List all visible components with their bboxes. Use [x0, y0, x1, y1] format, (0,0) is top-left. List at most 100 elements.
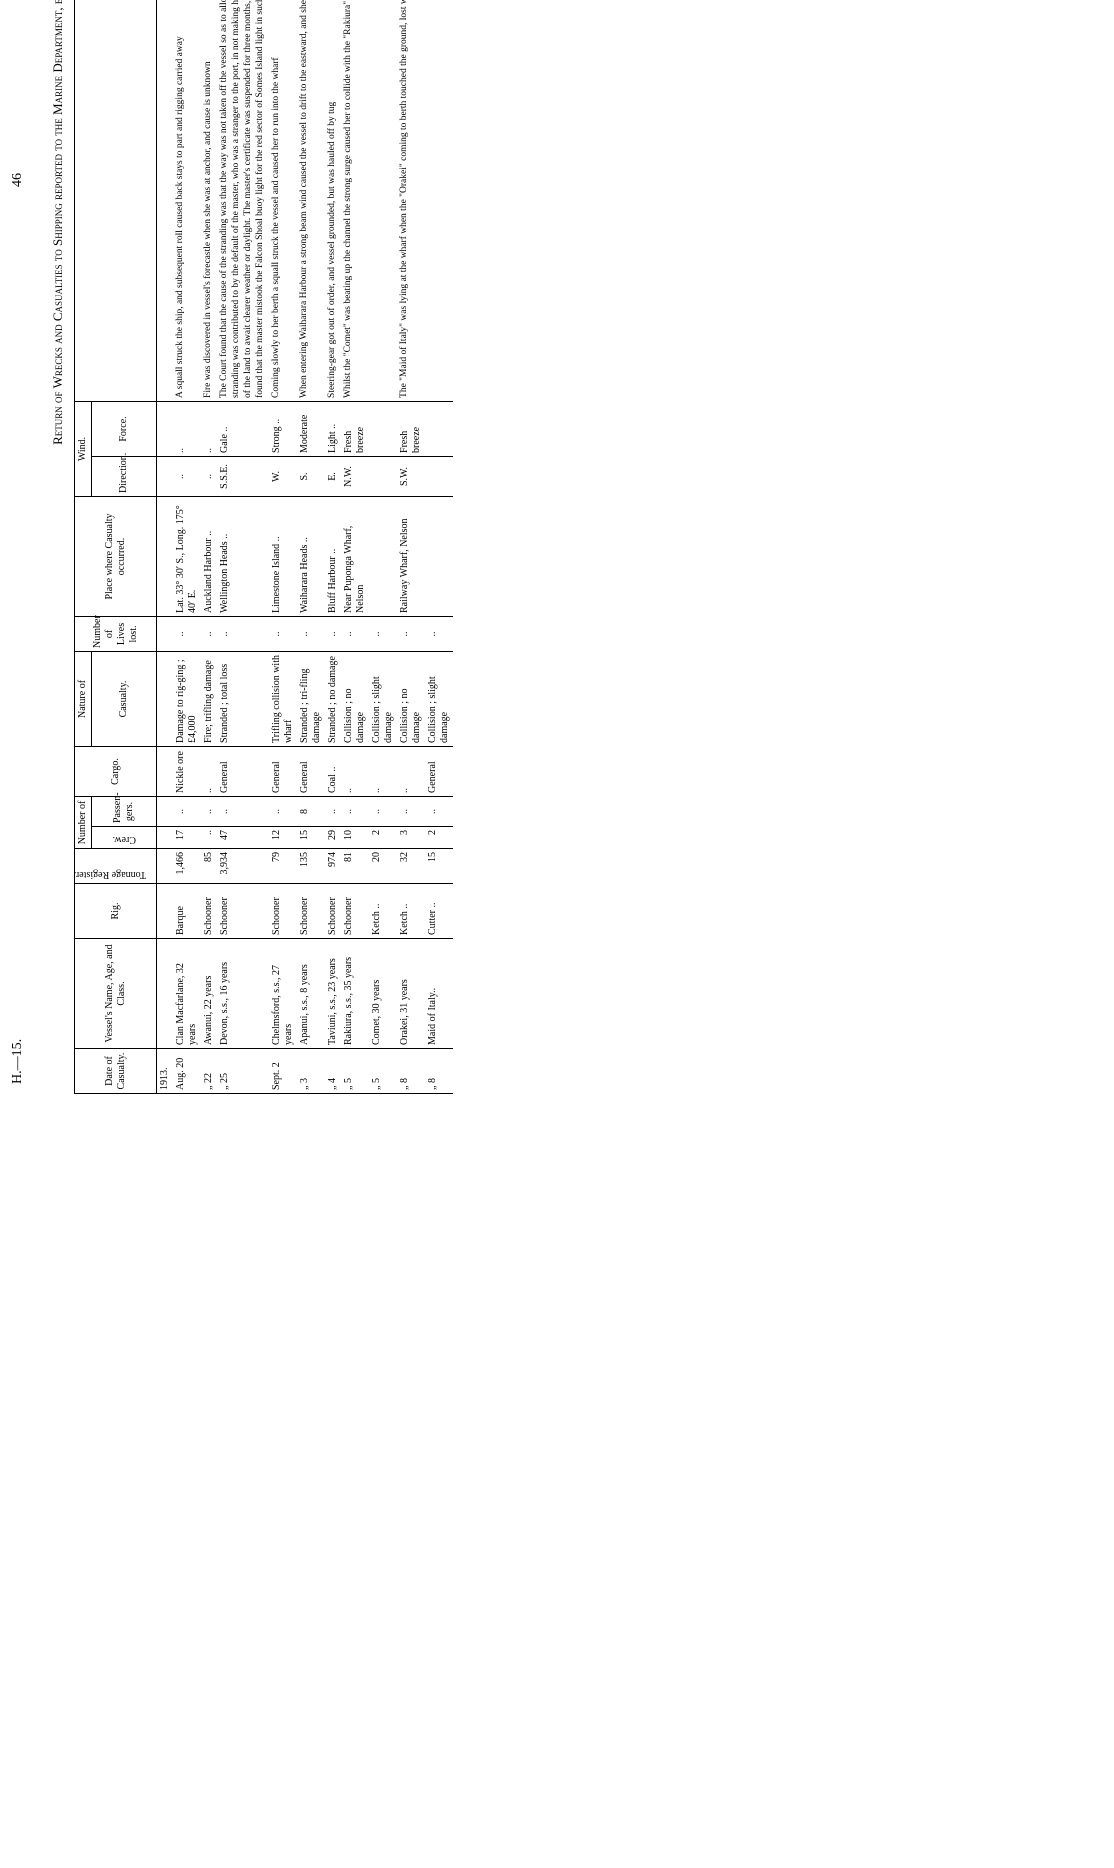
tonnage-cell: 79: [269, 849, 297, 884]
tonnage-cell: 20: [369, 849, 397, 884]
force-cell: Fresh breeze: [341, 401, 397, 456]
crew-cell: 2: [425, 827, 453, 849]
cargo-cell: ..: [397, 746, 425, 796]
col-wind: Wind.: [75, 401, 92, 496]
col-place: Place where Casualty occurred.: [75, 496, 157, 616]
rig-cell: Schooner: [341, 884, 369, 939]
col-nature-of: Nature of: [75, 651, 92, 746]
cargo-cell: ..: [341, 746, 369, 796]
cargo-cell: General: [269, 746, 297, 796]
passengers-cell: ..: [425, 796, 453, 826]
force-cell: ..: [173, 401, 201, 456]
force-cell: Fresh breeze: [397, 401, 453, 456]
tonnage-cell: 81: [341, 849, 369, 884]
col-date: Date of Casualty.: [75, 1049, 157, 1094]
rig-cell: Schooner: [269, 884, 297, 939]
passengers-cell: ..: [341, 796, 369, 826]
vessel-cell: Rakiura, s.s., 35 years: [341, 939, 369, 1049]
vessel-cell: Clan Macfarlane, 32 years: [173, 939, 201, 1049]
passengers-cell: ..: [217, 796, 269, 826]
finding-cell: The "Maid of Italy" was lying at the wha…: [397, 0, 453, 401]
direction-cell: ..: [201, 456, 217, 496]
crew-cell: 29: [325, 827, 341, 849]
rig-cell: Schooner: [201, 884, 217, 939]
direction-cell: ..: [173, 456, 201, 496]
col-force: Force.: [92, 401, 157, 456]
vessel-cell: Orakei, 31 years: [397, 939, 425, 1049]
cargo-cell: ..: [201, 746, 217, 796]
casualty-cell: Collision ; no damage: [341, 651, 369, 746]
table-title: Return of Wrecks and Casualties to Shipp…: [50, 0, 66, 1094]
cargo-cell: ..: [369, 746, 397, 796]
table-row: „ 4Taviuni, s.s., 23 yearsSchooner97429.…: [325, 0, 341, 1094]
crew-cell: 17: [173, 827, 201, 849]
place-cell: Auckland Harbour ..: [201, 496, 217, 616]
casualty-cell: Damage to rig-ging ; £4,000: [173, 651, 201, 746]
table-row: „ 5Rakiura, s.s., 35 yearsSchooner8110..…: [341, 0, 369, 1094]
date-cell: Sept. 2: [269, 1049, 297, 1094]
rig-cell: Ketch ..: [397, 884, 425, 939]
col-cargo: Cargo.: [75, 746, 157, 796]
rig-cell: Cutter ..: [425, 884, 453, 939]
place-cell: Wellington Heads ..: [217, 496, 269, 616]
passengers-cell: ..: [325, 796, 341, 826]
lives-cell: ..: [297, 616, 325, 651]
tonnage-cell: 1,466: [173, 849, 201, 884]
date-cell: „ 8: [397, 1049, 425, 1094]
finding-cell: When entering Waiharara Harbour a strong…: [297, 0, 325, 401]
direction-cell: N.W.: [341, 456, 397, 496]
passengers-cell: ..: [201, 796, 217, 826]
table-row: „ 8Orakei, 31 yearsKetch ..323....Collis…: [397, 0, 425, 1094]
direction-cell: S.W.: [397, 456, 453, 496]
direction-cell: S.S.E.: [217, 456, 269, 496]
direction-cell: W.: [269, 456, 297, 496]
casualty-cell: Stranded ; total loss: [217, 651, 269, 746]
finding-cell: The Court found that the cause of the st…: [217, 0, 269, 401]
crew-cell: 3: [397, 827, 425, 849]
date-cell: „ 4: [325, 1049, 341, 1094]
force-cell: Strong ..: [269, 401, 297, 456]
lives-cell: ..: [217, 616, 269, 651]
rig-cell: Ketch ..: [369, 884, 397, 939]
vessel-cell: Comet, 30 years: [369, 939, 397, 1049]
place-cell: Bluff Harbour ..: [325, 496, 341, 616]
date-cell: „ 5: [341, 1049, 369, 1094]
col-finding: Finding of Court of Inquiry.: [75, 0, 157, 401]
passengers-cell: ..: [173, 796, 201, 826]
passengers-cell: ..: [397, 796, 425, 826]
crew-cell: 15: [297, 827, 325, 849]
place-cell: Limestone Island ..: [269, 496, 297, 616]
col-tonnage: Tonnage Register.: [75, 849, 157, 884]
lives-cell: ..: [369, 616, 397, 651]
cargo-cell: General: [425, 746, 453, 796]
passengers-cell: ..: [269, 796, 297, 826]
lives-cell: ..: [269, 616, 297, 651]
col-number-of: Number of: [75, 796, 92, 848]
finding-cell: Steering-gear got out of order, and vess…: [325, 0, 341, 401]
rig-cell: Schooner: [297, 884, 325, 939]
force-cell: Moderate: [297, 401, 325, 456]
date-cell: „ 8: [425, 1049, 453, 1094]
col-vessel: Vessel's Name, Age, and Class.: [75, 939, 157, 1049]
cargo-cell: General: [217, 746, 269, 796]
crew-cell: 47: [217, 827, 269, 849]
place-cell: Railway Wharf, Nelson: [397, 496, 453, 616]
finding-cell: A squall struck the ship, and subsequent…: [173, 0, 201, 401]
force-cell: ..: [201, 401, 217, 456]
col-crew: Crew.: [92, 827, 157, 849]
page-number: 46: [10, 173, 26, 187]
cargo-cell: Coal ..: [325, 746, 341, 796]
vessel-cell: Awanui, 22 years: [201, 939, 217, 1049]
date-cell: „ 22: [201, 1049, 217, 1094]
rig-cell: Schooner: [325, 884, 341, 939]
table-header: Date of Casualty. Vessel's Name, Age, an…: [75, 0, 157, 1094]
casualty-cell: Trifling collision with wharf: [269, 651, 297, 746]
year-cell: 1913.: [157, 1049, 174, 1094]
col-passengers: Passen-gers.: [92, 796, 157, 826]
table-body: 1913.Aug. 20Clan Macfarlane, 32 yearsBar…: [157, 0, 453, 1094]
tonnage-cell: 15: [425, 849, 453, 884]
vessel-cell: Apanui, s.s., 8 years: [297, 939, 325, 1049]
crew-cell: ..: [201, 827, 217, 849]
lives-cell: ..: [425, 616, 453, 651]
casualty-cell: Stranded ; no damage: [325, 651, 341, 746]
